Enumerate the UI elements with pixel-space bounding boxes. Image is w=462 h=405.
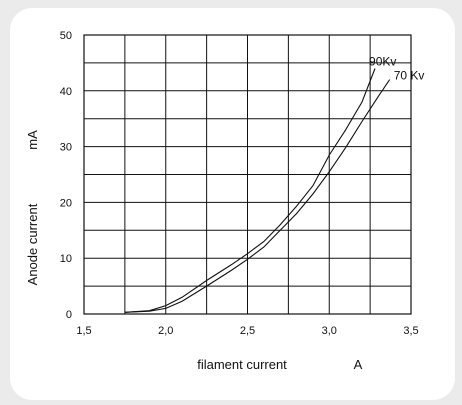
y-tick-label: 30 xyxy=(60,142,72,154)
x-tick-label: 1,5 xyxy=(76,325,91,337)
x-tick-label: 3,5 xyxy=(403,325,418,337)
x-tick-label: 2,5 xyxy=(240,325,255,337)
y-tick-label: 50 xyxy=(60,30,72,42)
plot-frame xyxy=(83,34,412,315)
y-tick-label: 10 xyxy=(60,253,72,265)
series-label: 70 Kv xyxy=(394,69,425,83)
y-axis-unit: mA xyxy=(25,130,40,150)
grid xyxy=(83,34,412,315)
x-tick-label: 2,0 xyxy=(158,325,173,337)
tick-labels: 1,5 2,0 2,5 3,0 3,5 0 10 20 30 40 50 xyxy=(60,30,419,337)
x-axis-label: filament current xyxy=(197,357,287,372)
series-line-0 xyxy=(124,68,376,313)
x-tick-label: 3,0 xyxy=(322,325,337,337)
x-axis-unit: A xyxy=(354,357,363,372)
series-label: 90Kv xyxy=(369,54,396,68)
series-line-1 xyxy=(124,79,391,313)
y-tick-label: 0 xyxy=(66,309,72,321)
y-axis-label: Anode current xyxy=(25,203,40,285)
y-tick-label: 40 xyxy=(60,86,72,98)
y-tick-label: 20 xyxy=(60,197,72,209)
